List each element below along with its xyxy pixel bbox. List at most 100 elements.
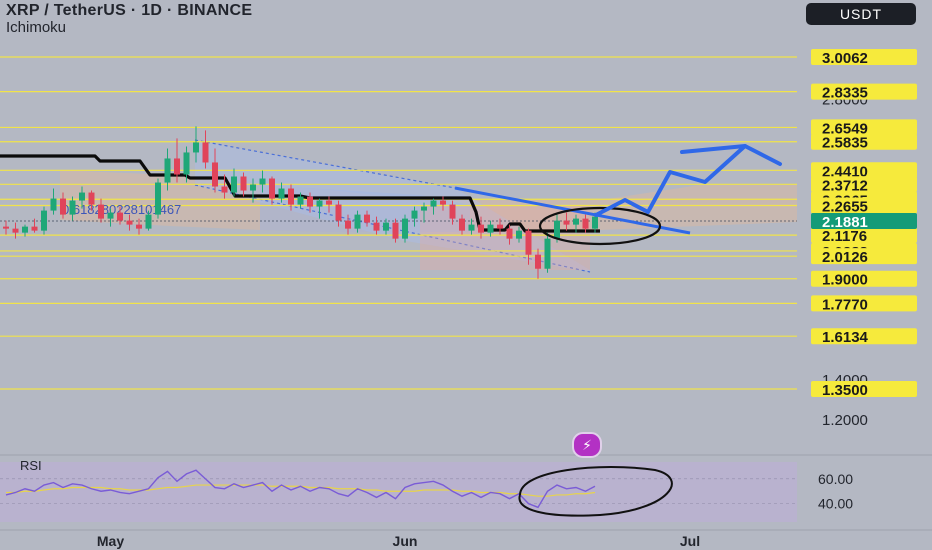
candle-41 <box>392 218 399 243</box>
candle-9 <box>88 190 95 211</box>
candle-body <box>107 212 114 219</box>
time-axis: May Jun Jul <box>0 529 932 549</box>
candle-28 <box>269 176 275 205</box>
candle-body <box>126 220 133 225</box>
price-tag-bg <box>811 133 917 150</box>
rsi-label: RSI <box>20 458 42 473</box>
candle-16 <box>155 178 161 219</box>
candle-body <box>554 220 560 239</box>
channel-upper-line <box>194 139 456 189</box>
price-tag-8: 2.1176 <box>811 227 917 245</box>
price-tag-text: 2.3712 <box>822 177 868 194</box>
price-tag-text: 1.7770 <box>822 296 868 313</box>
candle-body <box>231 176 237 193</box>
price-tag-5: 2.3712 <box>811 176 917 194</box>
candle-55 <box>525 228 532 265</box>
candle-27 <box>259 170 266 193</box>
candle-32 <box>307 192 313 213</box>
candle-body <box>563 220 570 225</box>
candle-body <box>411 210 418 219</box>
candle-body <box>516 230 522 239</box>
candle-11 <box>107 208 114 227</box>
indicator-label[interactable]: Ichimoku <box>6 19 67 36</box>
lightning-icon[interactable]: ⚡ <box>572 432 602 458</box>
price-tag-bg <box>811 248 917 265</box>
horizontal-levels: 0.618280228101467 <box>0 56 797 390</box>
price-tag-text: 1.3500 <box>822 382 868 399</box>
candle-body <box>240 176 247 191</box>
candle-29 <box>278 182 285 203</box>
candle-56 <box>535 248 541 279</box>
candle-body <box>41 210 47 231</box>
candle-body <box>449 204 456 219</box>
currency-button[interactable]: USDT <box>806 3 916 25</box>
axis-tick-2: 1.2000 <box>822 412 868 429</box>
candle-body <box>145 214 152 229</box>
rsi-line <box>5 469 596 509</box>
current-price-tag: 2.1881 <box>811 212 917 231</box>
candle-21 <box>202 130 209 169</box>
price-tag-7: 2.2655 <box>811 197 917 215</box>
candle-19 <box>183 146 190 183</box>
price-tag-bg <box>811 162 917 179</box>
price-tag-2: 2.6549 <box>811 119 917 137</box>
price-tag-bg <box>811 295 917 312</box>
candle-23 <box>221 174 228 199</box>
candle-body <box>269 178 275 199</box>
candle-43 <box>411 206 418 227</box>
candle-4 <box>41 206 47 235</box>
price-tag-bg <box>811 176 917 193</box>
candle-13 <box>126 214 133 231</box>
candle-body <box>478 224 484 233</box>
candle-body <box>250 184 256 191</box>
candle-body <box>544 238 551 269</box>
candle-34 <box>326 196 332 213</box>
price-tag-0: 3.0062 <box>811 49 917 67</box>
candle-30 <box>288 184 294 211</box>
candle-body <box>50 198 57 211</box>
price-tag-text: 2.6549 <box>822 120 868 137</box>
candle-0 <box>3 220 9 235</box>
candle-53 <box>506 224 513 245</box>
price-tag-11: 1.9000 <box>811 270 917 289</box>
candle-body <box>12 228 19 233</box>
candle-body <box>326 200 332 205</box>
candle-body <box>69 200 76 215</box>
candle-42 <box>402 214 408 243</box>
candle-body <box>288 188 294 205</box>
candle-body <box>582 218 589 229</box>
price-tag-text: 2.5835 <box>822 135 868 152</box>
candle-body <box>155 182 161 215</box>
candle-48 <box>459 214 465 235</box>
candle-body <box>459 218 465 231</box>
price-tag-bg <box>811 83 917 100</box>
candle-body <box>497 224 503 229</box>
candle-body <box>573 218 579 225</box>
candle-body <box>364 214 370 223</box>
candle-body <box>307 196 313 207</box>
price-tag-1: 2.8335 <box>811 83 917 102</box>
candle-40 <box>383 218 389 235</box>
candle-12 <box>117 206 123 225</box>
candle-body <box>592 216 598 229</box>
candle-44 <box>421 202 427 223</box>
chart-title: XRP / TetherUS · 1D · BINANCE <box>6 2 253 19</box>
candle-body <box>31 226 38 231</box>
candle-51 <box>487 220 494 237</box>
candle-8 <box>79 186 85 209</box>
price-tag-text: 2.0126 <box>822 249 868 266</box>
candle-54 <box>516 226 522 243</box>
price-tag-bg <box>811 212 917 229</box>
price-tag-text: 1.9000 <box>822 272 868 289</box>
candle-1 <box>12 222 19 239</box>
candle-body <box>316 200 323 207</box>
candle-body <box>3 226 9 229</box>
candle-61 <box>582 214 589 233</box>
price-tag-bg <box>811 270 917 287</box>
candle-body <box>335 204 342 221</box>
candle-45 <box>430 198 437 215</box>
price-tag-12: 1.7770 <box>811 295 917 313</box>
candle-26 <box>250 178 256 203</box>
candle-body <box>506 228 513 239</box>
